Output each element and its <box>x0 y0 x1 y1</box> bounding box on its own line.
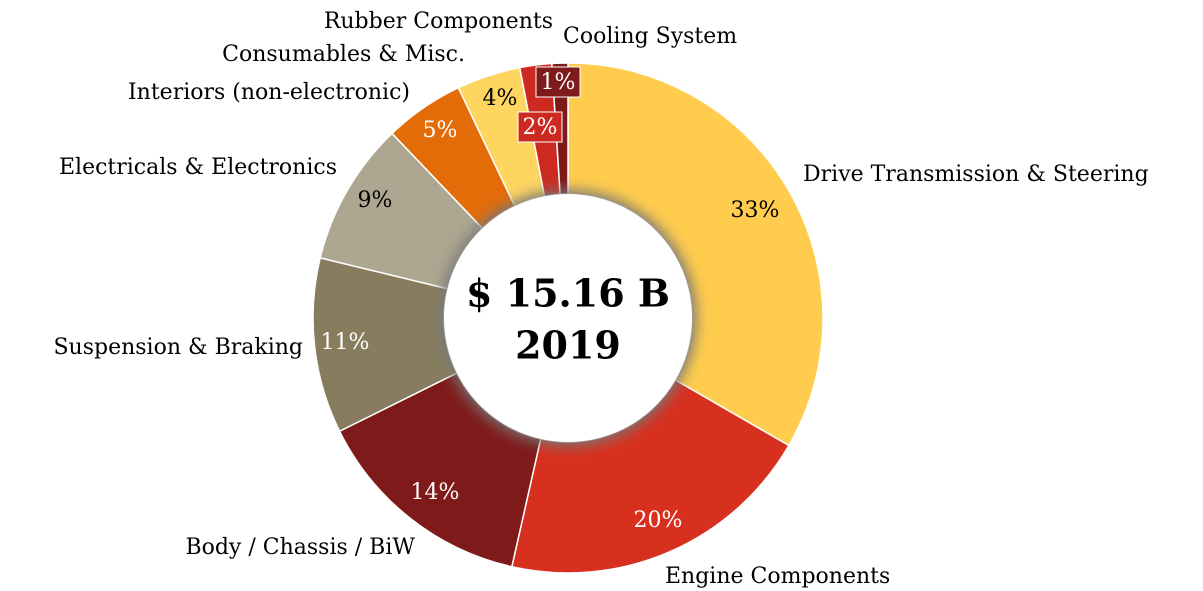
label-box <box>535 66 581 98</box>
category-label: Engine Components <box>665 564 890 589</box>
value-label: 2% <box>523 115 558 140</box>
category-label: Body / Chassis / BiW <box>185 535 415 560</box>
category-label: Rubber Components <box>324 9 553 34</box>
value-label: 11% <box>321 330 370 355</box>
value-label: 33% <box>731 198 780 223</box>
category-label: Electricals & Electronics <box>59 155 337 180</box>
value-label: 1% <box>541 70 576 95</box>
value-label: 5% <box>423 118 458 143</box>
category-label: Suspension & Braking <box>53 335 303 360</box>
value-label: 9% <box>358 188 393 213</box>
category-label: Interiors (non-electronic) <box>128 80 410 105</box>
category-label: Drive Transmission & Steering <box>803 162 1149 187</box>
center-value: $ 15.16 B <box>466 271 670 316</box>
category-label: Cooling System <box>563 24 737 49</box>
value-label: 14% <box>411 480 460 505</box>
value-label: 4% <box>483 86 518 111</box>
center-year: 2019 <box>515 323 621 368</box>
category-label: Consumables & Misc. <box>222 42 465 67</box>
hole <box>444 194 692 442</box>
value-label: 20% <box>634 508 683 533</box>
slices <box>312 62 824 574</box>
label-box <box>517 111 563 143</box>
